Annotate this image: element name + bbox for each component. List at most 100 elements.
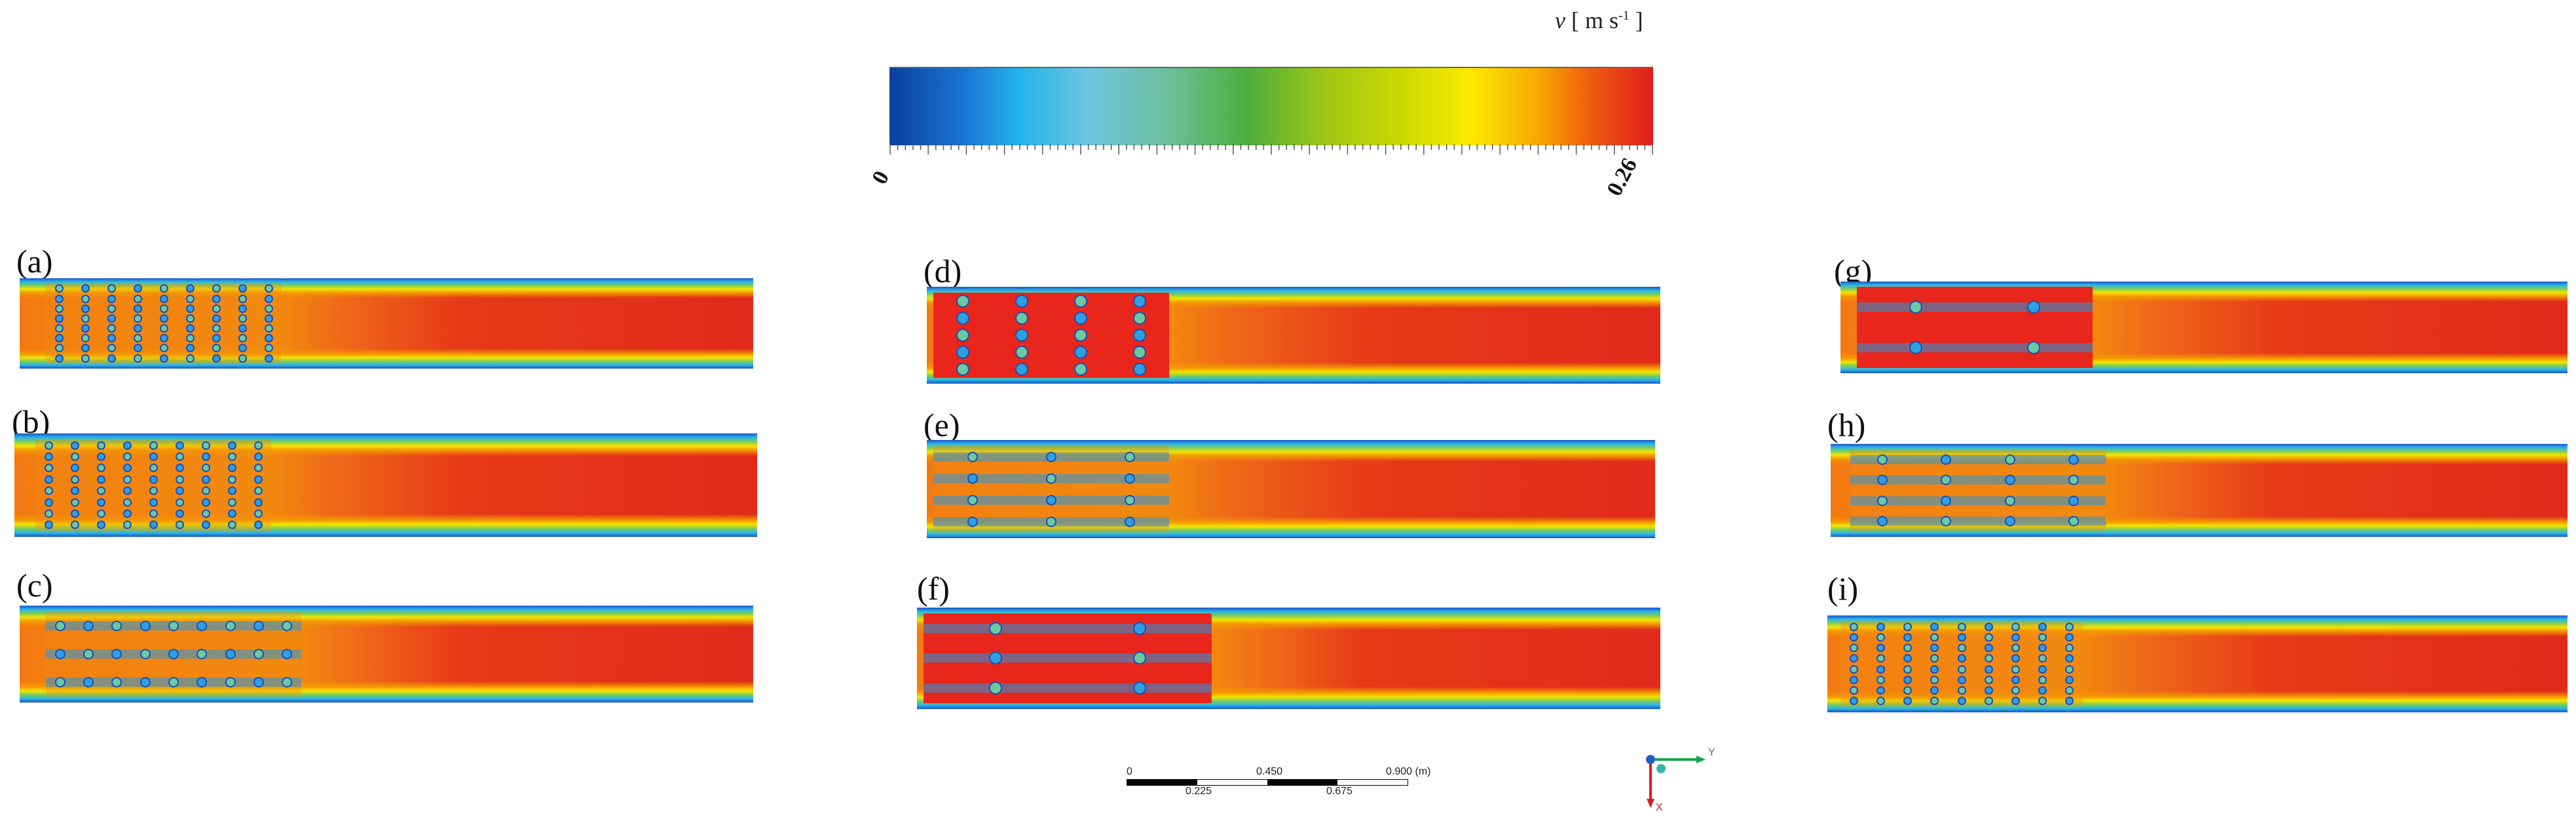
- cylinder: [2012, 666, 2019, 672]
- cylinder: [255, 488, 261, 494]
- cylinder: [1047, 452, 1055, 461]
- cylinder: [56, 678, 64, 687]
- cylinder: [124, 454, 130, 460]
- cylinder: [56, 621, 64, 630]
- cylinder: [113, 649, 121, 658]
- cylinder: [990, 623, 1001, 634]
- cylinder: [1942, 476, 1951, 485]
- cylinder: [45, 476, 52, 483]
- cylinder: [150, 522, 157, 528]
- cylinder: [2070, 456, 2078, 464]
- cylinder: [124, 510, 130, 517]
- cylinder: [1851, 623, 1857, 630]
- cylinder: [150, 476, 157, 483]
- cylinder: [1134, 295, 1145, 306]
- cylinder: [1958, 623, 1965, 630]
- cylinder: [2039, 687, 2045, 694]
- cylinder: [1985, 676, 1992, 683]
- cylinder: [202, 522, 209, 528]
- cylinder: [229, 465, 235, 471]
- cylinder: [2012, 676, 2019, 683]
- cylinder: [1932, 676, 1938, 683]
- cylinder: [1905, 645, 1911, 651]
- cylinder: [56, 315, 62, 321]
- cylinder: [176, 465, 183, 471]
- cylinder: [2066, 655, 2072, 662]
- wake-band: [1857, 342, 2093, 352]
- cylinder: [82, 295, 88, 302]
- cylinder: [213, 295, 219, 302]
- panel-label: (f): [917, 570, 950, 607]
- panel-label: (a): [16, 243, 53, 280]
- cylinder: [255, 510, 261, 517]
- cylinder: [2039, 634, 2045, 640]
- cylinder: [2012, 645, 2019, 651]
- cylinder: [1905, 634, 1911, 640]
- cylinder: [2066, 666, 2072, 672]
- cylinder: [160, 315, 167, 321]
- cylinder: [283, 678, 291, 687]
- cylinder: [98, 442, 104, 448]
- panel-label: (c): [16, 567, 53, 604]
- cylinder: [1075, 347, 1086, 358]
- cylinder: [1878, 698, 1884, 704]
- cylinder: [134, 325, 141, 332]
- cylinder: [1851, 698, 1857, 704]
- cylinder-array: [35, 439, 271, 531]
- wake-band: [1850, 455, 2106, 465]
- cylinder: [239, 345, 246, 352]
- cylinder: [150, 465, 157, 471]
- velocity-contour-channel: [917, 608, 1660, 709]
- cylinder: [124, 465, 130, 471]
- cylinder: [71, 510, 78, 517]
- cylinder: [255, 465, 261, 471]
- cylinder: [71, 454, 78, 460]
- cylinder: [229, 442, 235, 448]
- cylinder: [969, 517, 977, 526]
- cylinder: [1851, 666, 1857, 672]
- cylinder: [71, 465, 78, 471]
- cylinder: [108, 305, 115, 312]
- cylinder: [1958, 645, 1965, 651]
- cylinder: [1878, 623, 1884, 630]
- wake-band: [924, 653, 1212, 663]
- cylinder: [1075, 295, 1086, 306]
- cylinder: [160, 355, 167, 361]
- cylinder: [2039, 676, 2045, 683]
- cylinder: [283, 649, 291, 658]
- cylinder: [255, 442, 261, 448]
- scale-label: 0.675: [1326, 786, 1353, 797]
- cylinder: [2066, 698, 2072, 704]
- cylinder: [265, 315, 272, 321]
- colorbar-ticks: [889, 144, 1653, 155]
- cylinder: [176, 454, 183, 460]
- cylinder: [213, 285, 219, 292]
- cylinder: [255, 454, 261, 460]
- cylinder: [202, 454, 209, 460]
- cylinder: [160, 335, 167, 342]
- cylinder: [2039, 623, 2045, 630]
- cylinder: [56, 345, 62, 352]
- cylinder: [108, 285, 115, 292]
- cylinder: [124, 442, 130, 448]
- cylinder: [283, 621, 291, 630]
- legend-max-label: 0.26: [1602, 154, 1643, 200]
- panel-label: (h): [1827, 407, 1866, 443]
- cylinder: [82, 325, 88, 332]
- cylinder: [45, 488, 52, 494]
- cylinder: [1932, 645, 1938, 651]
- cylinder: [1075, 312, 1086, 323]
- cylinder: [255, 621, 263, 630]
- cylinder: [255, 678, 263, 687]
- cylinder: [160, 285, 167, 292]
- cylinder: [1911, 342, 1921, 353]
- cylinder: [1905, 655, 1911, 662]
- cylinder: [56, 305, 62, 312]
- cylinder: [150, 488, 157, 494]
- cylinder: [98, 522, 104, 528]
- cylinder: [958, 329, 968, 340]
- velocity-contour-channel: [1827, 615, 2567, 712]
- scale-segment: [1127, 780, 1197, 785]
- cylinder: [213, 355, 219, 361]
- cylinder: [239, 285, 246, 292]
